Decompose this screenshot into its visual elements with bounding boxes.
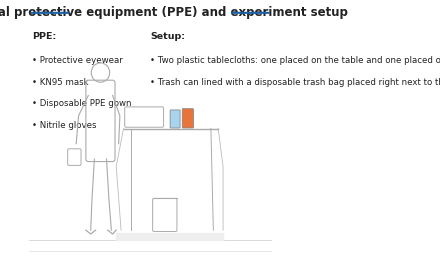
Text: • KN95 mask: • KN95 mask: [33, 78, 89, 87]
Text: Personal protective equipment (PPE) and experiment setup: Personal protective equipment (PPE) and …: [0, 6, 348, 19]
Text: • Trash can lined with a disposable trash bag placed right next to the table.: • Trash can lined with a disposable tras…: [150, 78, 440, 87]
Text: • Disposable PPE gown: • Disposable PPE gown: [33, 99, 132, 108]
FancyBboxPatch shape: [182, 109, 194, 128]
Text: • Protective eyewear: • Protective eyewear: [33, 56, 123, 65]
FancyBboxPatch shape: [170, 110, 180, 128]
Text: • Two plastic tablecloths: one placed on the table and one placed on the floor.: • Two plastic tablecloths: one placed on…: [150, 56, 440, 65]
Text: • Nitrile gloves: • Nitrile gloves: [33, 121, 97, 130]
Text: Setup:: Setup:: [150, 32, 185, 41]
Text: PPE:: PPE:: [33, 32, 57, 41]
